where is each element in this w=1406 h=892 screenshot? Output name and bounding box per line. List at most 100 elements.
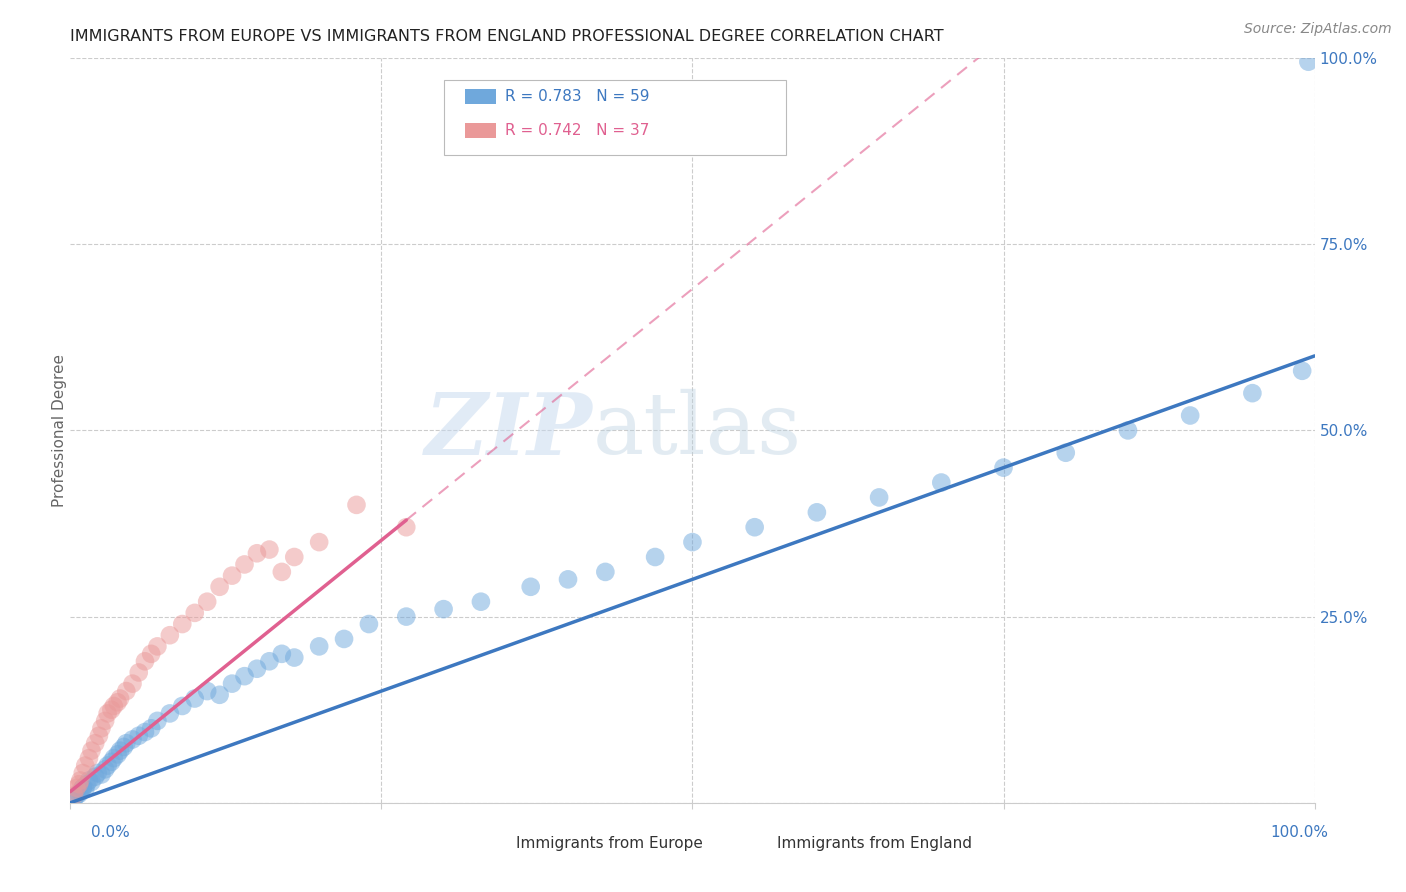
Point	[97, 758, 120, 772]
Point	[259, 654, 281, 668]
Point	[86, 766, 108, 780]
FancyBboxPatch shape	[444, 80, 786, 155]
Point	[128, 665, 150, 680]
Point	[84, 770, 107, 784]
Point	[270, 565, 292, 579]
Point	[103, 698, 125, 713]
Point	[183, 606, 207, 620]
Point	[108, 691, 131, 706]
Point	[72, 766, 94, 780]
Point	[159, 706, 181, 721]
Text: R = 0.742   N = 37: R = 0.742 N = 37	[505, 123, 650, 137]
Point	[87, 729, 110, 743]
Point	[112, 739, 135, 754]
Point	[134, 654, 156, 668]
Point	[470, 595, 492, 609]
Point	[63, 792, 86, 806]
Point	[94, 762, 117, 776]
Point	[1291, 364, 1313, 378]
Point	[97, 706, 120, 721]
Point	[246, 546, 269, 560]
Point	[308, 535, 330, 549]
Point	[1298, 54, 1320, 69]
Point	[76, 777, 98, 791]
Point	[90, 721, 112, 735]
Point	[65, 789, 87, 803]
Point	[80, 775, 103, 789]
Point	[283, 549, 305, 564]
Point	[72, 780, 94, 795]
Point	[868, 491, 890, 505]
Point	[246, 662, 269, 676]
Bar	[465, 89, 496, 104]
Point	[1054, 446, 1077, 460]
Point	[77, 751, 100, 765]
Point	[744, 520, 766, 534]
Point	[67, 777, 90, 791]
Point	[644, 549, 666, 564]
Point	[69, 784, 91, 798]
Point	[221, 568, 243, 582]
Point	[221, 676, 243, 690]
Point	[65, 780, 87, 795]
Text: Immigrants from Europe: Immigrants from Europe	[516, 837, 703, 851]
Bar	[465, 123, 496, 137]
Point	[94, 714, 117, 728]
Point	[1180, 409, 1202, 423]
Point	[270, 647, 292, 661]
Point	[63, 789, 86, 803]
Point	[72, 780, 94, 795]
Point	[183, 691, 207, 706]
Point	[146, 640, 169, 654]
Point	[433, 602, 456, 616]
Point	[121, 732, 143, 747]
Point	[195, 595, 218, 609]
Point	[90, 767, 112, 781]
Point	[100, 755, 122, 769]
Point	[395, 609, 418, 624]
Text: Source: ZipAtlas.com: Source: ZipAtlas.com	[1244, 22, 1392, 37]
Bar	[484, 835, 510, 854]
Point	[283, 650, 305, 665]
Point	[806, 505, 828, 519]
Point	[259, 542, 281, 557]
Point	[1116, 423, 1139, 437]
Point	[69, 773, 91, 788]
Text: atlas: atlas	[593, 389, 801, 472]
Text: Immigrants from England: Immigrants from England	[778, 837, 972, 851]
Point	[1241, 386, 1264, 401]
Point	[141, 721, 163, 735]
Point	[108, 744, 131, 758]
Point	[67, 787, 90, 801]
Point	[172, 698, 194, 713]
Point	[195, 684, 218, 698]
Point	[519, 580, 541, 594]
Point	[107, 747, 129, 762]
Point	[128, 729, 150, 743]
Point	[333, 632, 356, 646]
Point	[121, 676, 143, 690]
Text: IMMIGRANTS FROM EUROPE VS IMMIGRANTS FROM ENGLAND PROFESSIONAL DEGREE CORRELATIO: IMMIGRANTS FROM EUROPE VS IMMIGRANTS FRO…	[70, 29, 943, 45]
Text: 0.0%: 0.0%	[91, 825, 131, 840]
Y-axis label: Professional Degree: Professional Degree	[52, 354, 66, 507]
Point	[115, 736, 138, 750]
Point	[146, 714, 169, 728]
Point	[75, 758, 97, 772]
Point	[557, 573, 579, 587]
Point	[103, 751, 125, 765]
Bar	[745, 835, 772, 854]
Point	[308, 640, 330, 654]
Point	[107, 695, 129, 709]
Point	[357, 617, 380, 632]
Point	[75, 782, 97, 797]
Text: 100.0%: 100.0%	[1271, 825, 1329, 840]
Point	[172, 617, 194, 632]
Point	[682, 535, 704, 549]
Point	[80, 744, 103, 758]
Point	[346, 498, 368, 512]
Point	[141, 647, 163, 661]
Point	[77, 773, 100, 788]
Point	[931, 475, 953, 490]
Point	[395, 520, 418, 534]
Point	[84, 736, 107, 750]
